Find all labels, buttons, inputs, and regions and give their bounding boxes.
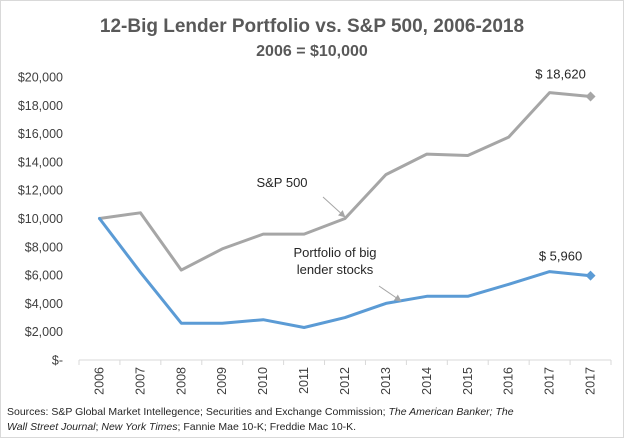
y-tick-label: $4,000 bbox=[25, 297, 63, 311]
annotation-line: S&P 500 bbox=[256, 175, 307, 190]
x-tick-label: 2015 bbox=[461, 367, 475, 395]
x-tick-label: 2006 bbox=[92, 367, 106, 395]
y-tick-label: $8,000 bbox=[25, 240, 63, 254]
y-tick-label: $6,000 bbox=[25, 269, 63, 283]
x-tick-label: 2007 bbox=[133, 367, 147, 395]
x-tick-label: 2013 bbox=[379, 367, 393, 395]
x-tick-label: 2017 bbox=[543, 367, 557, 395]
lenders-end-value-label: $ 5,960 bbox=[539, 249, 582, 264]
source-note-segment: ; Fannie Mae 10-K; Freddie Mac 10-K. bbox=[177, 421, 357, 433]
x-tick-label: 2012 bbox=[338, 367, 352, 395]
annotation-line: lender stocks bbox=[297, 262, 374, 277]
sp500-end-marker bbox=[585, 91, 596, 102]
y-tick-label: $14,000 bbox=[18, 155, 63, 169]
annotation-line: Portfolio of big bbox=[293, 245, 376, 260]
sp500-end-value-label: $ 18,620 bbox=[535, 67, 586, 82]
source-note: Sources: S&P Global Market Intellegence;… bbox=[7, 405, 527, 435]
source-note-segment: New York Times bbox=[101, 421, 178, 433]
lenders-annotation: Portfolio of big lender stocks bbox=[293, 245, 376, 277]
lenders-annotation-arrow bbox=[378, 285, 402, 302]
x-tick-label: 2009 bbox=[215, 367, 229, 395]
y-tick-label: $16,000 bbox=[18, 127, 63, 141]
chart-title: 12-Big Lender Portfolio vs. S&P 500, 200… bbox=[100, 16, 524, 37]
y-axis: $- $2,000 $4,000 $6,000 $8,000 $10,000 $12,000… bbox=[18, 71, 63, 368]
end-value-labels: $ 18,620 $ 5,960 bbox=[535, 67, 586, 264]
sp500-annotation-arrow bbox=[322, 196, 346, 218]
x-tick-label: 2017 bbox=[584, 367, 598, 395]
x-tick-label: 2010 bbox=[256, 367, 270, 395]
source-note-segment: Sources: S&P Global Market Intellegence;… bbox=[7, 406, 389, 418]
y-tick-label: $18,000 bbox=[18, 99, 63, 113]
y-tick-label: $12,000 bbox=[18, 184, 63, 198]
y-tick-label: $20,000 bbox=[18, 71, 63, 85]
lenders-line bbox=[98, 217, 592, 329]
x-axis: 2006 2007 2008 2009 2010 2011 2012 2013 2014 2015… bbox=[78, 359, 612, 395]
source-note-segment: The American Banker; The Wall Street Jou… bbox=[7, 406, 514, 433]
chart-subtitle: 2006 = $10,000 bbox=[256, 43, 368, 60]
y-tick-label: $10,000 bbox=[18, 212, 63, 226]
source-note-segment: ; bbox=[95, 421, 102, 433]
annotations: S&P 500 Portfolio of big lender stocks bbox=[256, 175, 402, 302]
sp500-annotation: S&P 500 bbox=[256, 175, 307, 190]
y-tick-label: $- bbox=[52, 354, 63, 368]
x-tick-label: 2016 bbox=[502, 367, 516, 395]
y-tick-label: $2,000 bbox=[25, 325, 63, 339]
x-tick-label: 2008 bbox=[174, 367, 188, 395]
sp500-line bbox=[98, 91, 592, 272]
x-tick-label: 2011 bbox=[297, 367, 311, 394]
lenders-end-marker bbox=[585, 270, 596, 281]
series-lines bbox=[98, 91, 596, 329]
x-tick-label: 2014 bbox=[420, 367, 434, 395]
